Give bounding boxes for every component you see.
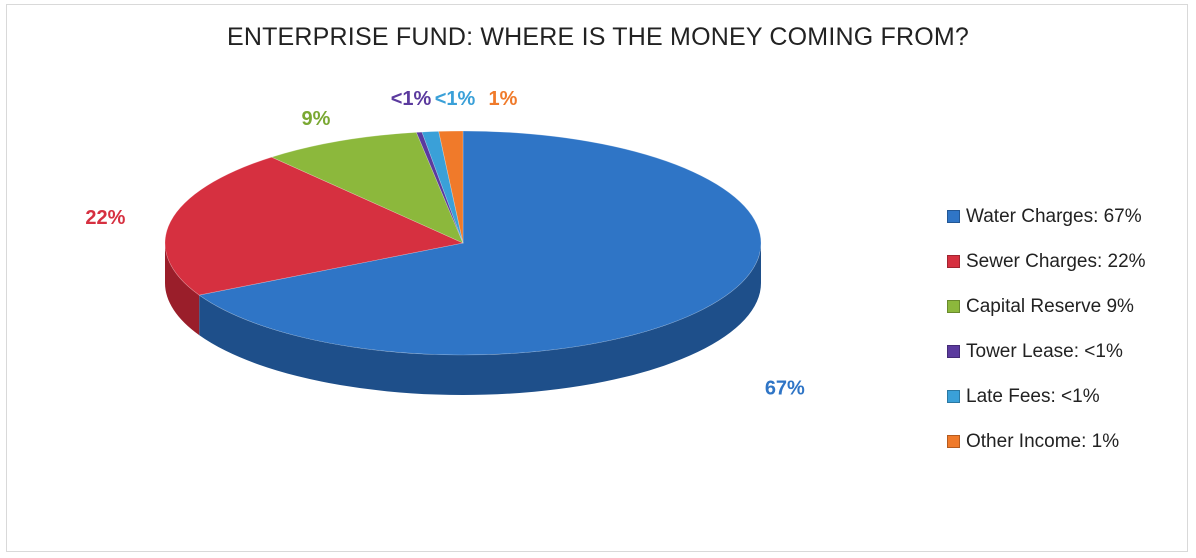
legend-swatch-other-income [947, 435, 960, 448]
legend-swatch-capital-reserve [947, 300, 960, 313]
data-label-sewer-charges: 22% [85, 207, 125, 229]
legend-swatch-tower-lease [947, 345, 960, 358]
legend-item-late-fees: Late Fees: <1% [947, 374, 1146, 419]
data-label-late-fees: <1% [435, 88, 476, 110]
legend-label-other-income: Other Income: 1% [966, 430, 1120, 452]
pie-slice-late-fees [421, 131, 464, 244]
legend-swatch-water-charges [947, 210, 960, 223]
legend-item-tower-lease: Tower Lease: <1% [947, 329, 1146, 374]
pie-slice-capital-reserve [270, 132, 464, 244]
chart-title: ENTERPRISE FUND: WHERE IS THE MONEY COMI… [226, 23, 970, 51]
data-label-tower-lease: <1% [391, 88, 432, 110]
data-label-capital-reserve: 9% [302, 108, 331, 130]
legend-swatch-late-fees [947, 390, 960, 403]
data-label-other-income: 1% [489, 88, 518, 110]
pie-side-water-charges [199, 243, 762, 396]
legend-label-sewer-charges: Sewer Charges: 22% [966, 250, 1146, 272]
pie-side-sewer-charges [165, 243, 200, 336]
legend-item-water-charges: Water Charges: 67% [947, 194, 1146, 239]
pie-slice-water-charges [198, 130, 762, 356]
pie-slice-other-income [438, 130, 464, 244]
legend-label-water-charges: Water Charges: 67% [966, 205, 1142, 227]
pie-slice-tower-lease [415, 131, 464, 244]
chart-legend: Water Charges: 67% Sewer Charges: 22% Ca… [947, 194, 1146, 464]
pie-slice-sewer-charges [164, 156, 464, 296]
legend-item-other-income: Other Income: 1% [947, 419, 1146, 464]
legend-label-capital-reserve: Capital Reserve 9% [966, 295, 1134, 317]
legend-label-late-fees: Late Fees: <1% [966, 385, 1100, 407]
legend-label-tower-lease: Tower Lease: <1% [966, 340, 1123, 362]
pie-chart: 67% 22% 9% <1% <1% 1% [85, 88, 805, 399]
legend-swatch-sewer-charges [947, 255, 960, 268]
data-label-water-charges: 67% [765, 377, 805, 399]
legend-item-capital-reserve: Capital Reserve 9% [947, 284, 1146, 329]
legend-item-sewer-charges: Sewer Charges: 22% [947, 239, 1146, 284]
chart-frame: ENTERPRISE FUND: WHERE IS THE MONEY COMI… [6, 4, 1188, 552]
